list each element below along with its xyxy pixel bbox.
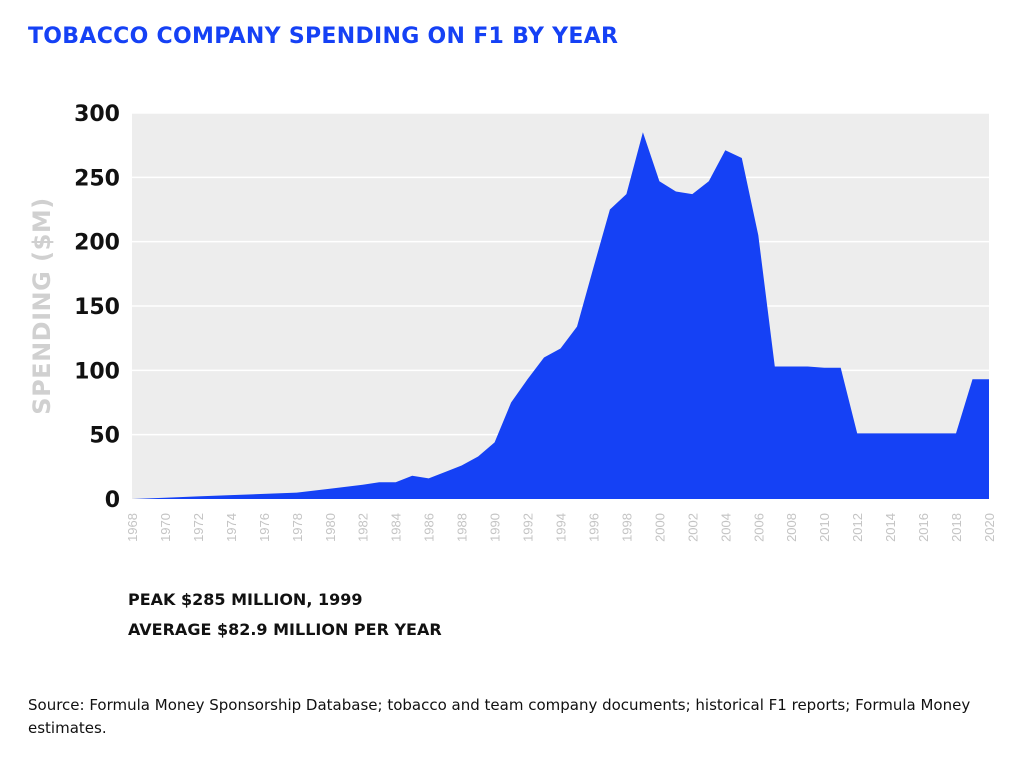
- y-axis-ticks: 0 50 100 150 200 250 300: [74, 102, 120, 513]
- x-axis-ticks: 1968 1970 1972 1974 1976 1978 1980 1982 1984 1986…: [125, 513, 997, 542]
- x-tick-label: 2020: [982, 513, 997, 542]
- peak-note: PEAK $285 MILLION, 1999: [128, 590, 363, 609]
- x-tick-label: 2002: [685, 513, 700, 542]
- x-tick-label: 2016: [916, 513, 931, 542]
- y-tick-label: 50: [89, 424, 120, 449]
- x-tick-label: 2010: [817, 513, 832, 542]
- x-tick-label: 1972: [191, 513, 206, 542]
- x-tick-label: 1984: [389, 513, 404, 542]
- y-tick-label: 100: [74, 359, 120, 384]
- x-tick-label: 1986: [422, 513, 437, 542]
- x-tick-label: 1982: [356, 513, 371, 542]
- x-tick-label: 1978: [290, 513, 305, 542]
- x-tick-label: 2012: [850, 513, 865, 542]
- y-tick-label: 0: [105, 488, 120, 513]
- x-tick-label: 2000: [652, 513, 667, 542]
- y-tick-label: 250: [74, 166, 120, 191]
- x-tick-label: 2018: [949, 513, 964, 542]
- x-tick-label: 1980: [323, 513, 338, 542]
- x-tick-label: 2004: [718, 513, 733, 542]
- x-tick-label: 1976: [257, 513, 272, 542]
- x-tick-label: 2006: [751, 513, 766, 542]
- x-tick-label: 1992: [521, 513, 536, 542]
- source-note: Source: Formula Money Sponsorship Databa…: [28, 696, 971, 737]
- x-tick-label: 2014: [883, 513, 898, 542]
- x-tick-label: 1990: [488, 513, 503, 542]
- chart-title: TOBACCO COMPANY SPENDING ON F1 BY YEAR: [28, 24, 619, 49]
- x-tick-label: 1996: [587, 513, 602, 542]
- average-note: AVERAGE $82.9 MILLION PER YEAR: [128, 620, 442, 639]
- x-tick-label: 1998: [619, 513, 634, 542]
- x-tick-label: 2008: [784, 513, 799, 542]
- y-axis-label: SPENDING ($M): [28, 197, 56, 414]
- y-tick-label: 300: [74, 102, 120, 127]
- y-tick-label: 200: [74, 231, 120, 256]
- spending-area: [132, 132, 989, 500]
- x-tick-label: 1994: [554, 513, 569, 542]
- x-tick-label: 1974: [224, 513, 239, 542]
- x-tick-label: 1968: [125, 513, 140, 542]
- x-tick-label: 1988: [455, 513, 470, 542]
- x-tick-label: 1970: [158, 513, 173, 542]
- y-tick-label: 150: [74, 295, 120, 320]
